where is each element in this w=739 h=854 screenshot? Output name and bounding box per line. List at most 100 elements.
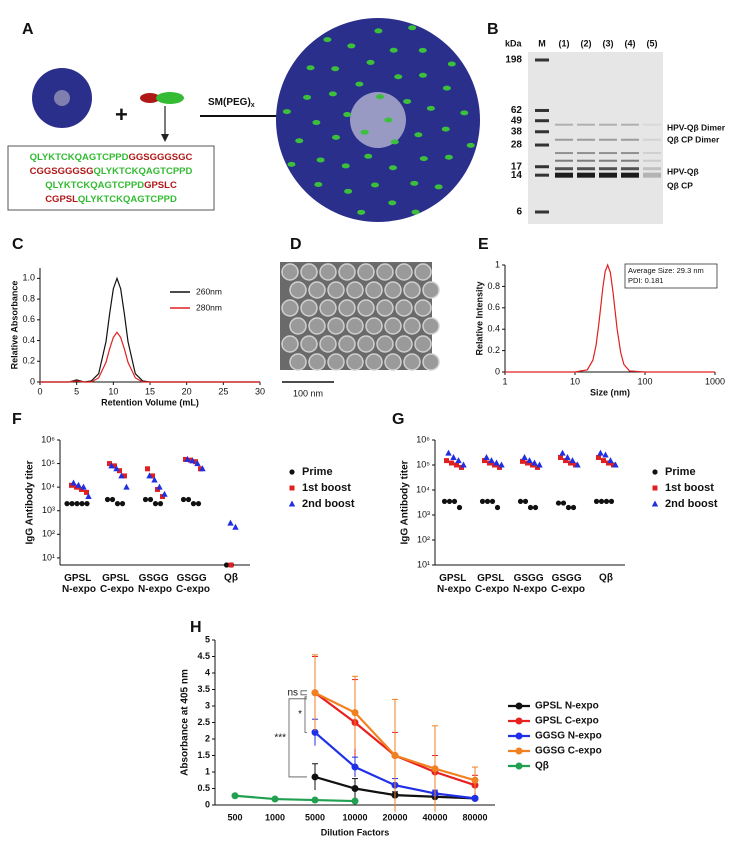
gel-band: [643, 123, 661, 126]
legend-label: Prime: [302, 466, 333, 478]
particle: [395, 335, 413, 353]
marker: [199, 465, 206, 472]
x-tick-label: 1: [502, 376, 507, 386]
gel-band: [577, 172, 595, 178]
y-tick-label: 10³: [417, 509, 430, 519]
peptide-dot: [388, 165, 397, 171]
peptide-dot: [418, 72, 427, 78]
ladder-band: [535, 130, 549, 134]
marker: [611, 462, 616, 468]
legend-label: Qβ: [535, 761, 549, 772]
particle: [327, 353, 345, 371]
particle: [376, 299, 394, 317]
marker: [109, 496, 116, 503]
y-tick-label: 5: [205, 634, 210, 644]
marker: [471, 794, 479, 802]
marker: [161, 490, 168, 497]
marker: [118, 472, 125, 479]
marker: [445, 449, 452, 456]
marker: [311, 773, 319, 781]
marker: [122, 473, 127, 479]
y-tick-label: 4.5: [197, 651, 210, 661]
particle: [403, 353, 421, 371]
y-tick-label: 0.6: [22, 314, 35, 324]
peptide-dot: [364, 153, 373, 159]
particle: [414, 335, 432, 353]
y-tick-label: 1: [495, 259, 500, 269]
marker: [228, 562, 234, 568]
marker: [598, 498, 605, 504]
marker: [351, 709, 359, 717]
particle: [319, 299, 337, 317]
series-line: [40, 276, 260, 383]
marker: [451, 498, 458, 504]
sequence-segment: CGGSGGGSG: [30, 166, 94, 177]
peptide-dot: [384, 117, 393, 123]
marker: [70, 479, 77, 486]
peptide-dot: [282, 109, 291, 115]
marker: [441, 498, 448, 504]
sequence-segment: QLYKTCKQAGTCPPD: [93, 166, 192, 177]
lane-label: (1): [559, 38, 570, 48]
peptide-dot: [312, 120, 321, 126]
plus-sign: +: [115, 102, 128, 127]
y-tick-label: 3: [205, 700, 210, 710]
lane-label: M: [538, 38, 546, 48]
peptide-dot: [376, 94, 385, 100]
marker-label: 62: [511, 105, 523, 116]
peptide-dot: [418, 47, 427, 53]
y-axis-label: Absorbance at 405 nm: [180, 669, 191, 776]
x-tick-label: Qβ: [224, 573, 238, 584]
peptide-dot: [447, 61, 456, 67]
particle: [403, 317, 421, 335]
marker: [351, 785, 359, 792]
x-tick-label: 1000: [705, 376, 725, 386]
peptide-dot: [287, 161, 296, 167]
band-label: HPV-Qβ: [667, 166, 699, 176]
gel-band: [621, 167, 639, 171]
gel-band: [599, 138, 617, 141]
marker: [454, 462, 459, 468]
x-axis-label: Retention Volume (mL): [101, 397, 199, 407]
particle: [346, 353, 364, 371]
y-tick-label: 10¹: [42, 552, 55, 562]
gel-band: [621, 123, 639, 126]
x-tick-label: Qβ: [599, 573, 613, 584]
particle: [422, 281, 440, 299]
y-tick-label: 2.5: [197, 717, 210, 727]
significance-label: ns: [287, 687, 298, 698]
particle: [422, 353, 440, 371]
y-tick-label: 0.5: [197, 783, 210, 793]
y-tick-label: 0: [495, 366, 500, 376]
legend-label: 260nm: [196, 286, 222, 296]
marker: [522, 498, 529, 504]
peptide-dot: [357, 209, 366, 215]
series-line: [505, 263, 715, 373]
peptide-dot: [414, 132, 423, 138]
particle: [308, 353, 326, 371]
marker-label: 198: [505, 55, 522, 66]
marker: [107, 461, 112, 467]
gel-band: [577, 167, 595, 171]
peptide-dot: [341, 163, 350, 169]
legend-marker: [288, 500, 296, 507]
y-tick-label: 4: [205, 667, 210, 677]
series-line: [40, 331, 260, 383]
annotation-box: [624, 263, 718, 289]
y-tick-label: 0.2: [487, 345, 500, 355]
x-tick-label: 15: [145, 386, 155, 396]
panel-letter: D: [290, 236, 302, 253]
marker: [119, 501, 126, 507]
y-tick-label: 10⁴: [41, 482, 55, 492]
marker: [569, 457, 576, 464]
reagent-subscript: x: [251, 102, 255, 109]
legend-label: 2nd boost: [665, 498, 718, 510]
gel-band: [621, 172, 639, 178]
marker: [565, 504, 572, 511]
y-tick-label: 0.8: [487, 281, 500, 291]
particle: [289, 317, 307, 335]
y-tick-label: 0.6: [487, 302, 500, 312]
gel-band: [555, 138, 573, 141]
particle: [403, 281, 421, 299]
panel-letter: E: [478, 236, 489, 253]
